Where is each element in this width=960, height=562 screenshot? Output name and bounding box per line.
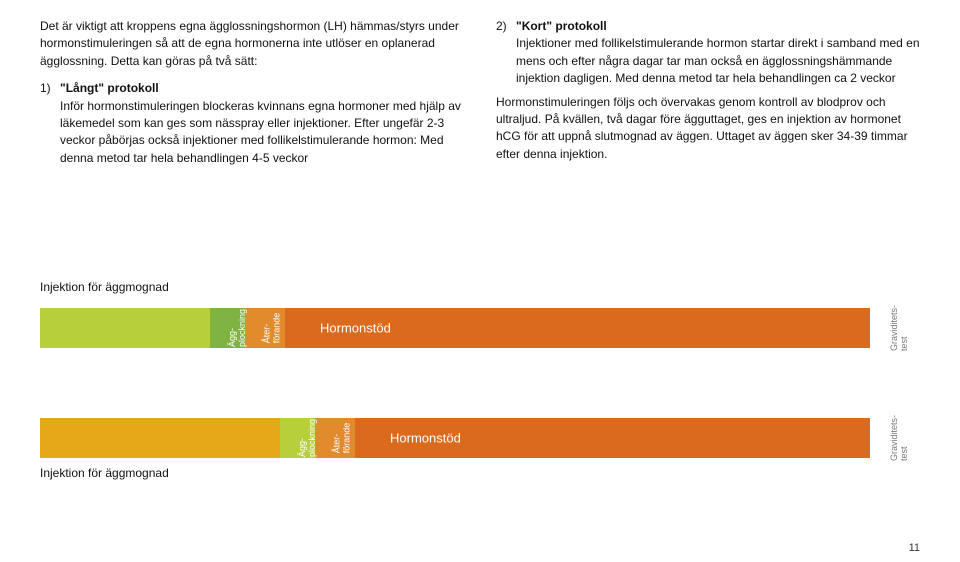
lane-2: Ägg-plockning Åter-förande Hormonstöd Gr…: [40, 410, 920, 480]
lane2-seg2-label: Ägg-plockning: [297, 419, 317, 457]
lane2-title: Injektion för äggmognad: [40, 466, 169, 480]
lane1-gtest: Graviditets-test: [889, 305, 909, 351]
lane-1: Ägg-plockning Åter-förande Hormonstöd Gr…: [40, 300, 920, 370]
lane1-seg2-label: Ägg-plockning: [227, 309, 247, 347]
protocol-title: "Kort" protokoll: [516, 19, 607, 33]
lane2-svg: [40, 418, 920, 458]
lane1-svg: [40, 308, 920, 348]
lane2-shape: Ägg-plockning Åter-förande Hormonstöd Gr…: [40, 418, 920, 458]
protocol-title: "Långt" protokoll: [60, 81, 159, 95]
page: Det är viktigt att kroppens egna äggloss…: [0, 0, 960, 562]
list-body: "Kort" protokoll Injektioner med follike…: [516, 18, 920, 88]
lane2-seg3-label: Åter-förande: [331, 423, 351, 454]
page-number: 11: [909, 542, 920, 554]
lane1-title: Injektion för äggmognad: [40, 280, 920, 294]
list-number: 1): [40, 80, 60, 167]
right-column: 2) "Kort" protokoll Injektioner med foll…: [496, 18, 920, 173]
post-paragraph: Hormonstimuleringen följs och övervakas …: [496, 94, 920, 164]
lane1-seg3-label: Åter-förande: [261, 313, 281, 344]
list-body: "Långt" protokoll Inför hormonstimulerin…: [60, 80, 464, 167]
lane1-shape: Ägg-plockning Åter-förande Hormonstöd Gr…: [40, 308, 920, 348]
list-item-1: 1) "Långt" protokoll Inför hormonstimule…: [40, 80, 464, 167]
protocol-body: Inför hormonstimuleringen blockeras kvin…: [60, 99, 461, 165]
left-column: Det är viktigt att kroppens egna äggloss…: [40, 18, 464, 173]
intro-paragraph: Det är viktigt att kroppens egna äggloss…: [40, 18, 464, 70]
diagram-area: Injektion för äggmognad Ägg-plockning Å: [40, 280, 920, 520]
lane1-seg4-label: Hormonstöd: [320, 321, 391, 336]
list-number: 2): [496, 18, 516, 88]
lane2-gtest: Graviditets-test: [889, 415, 909, 461]
text-columns: Det är viktigt att kroppens egna äggloss…: [40, 18, 920, 173]
protocol-body: Injektioner med follikelstimulerande hor…: [516, 36, 920, 85]
lane2-seg4-label: Hormonstöd: [390, 431, 461, 446]
list-item-2: 2) "Kort" protokoll Injektioner med foll…: [496, 18, 920, 88]
